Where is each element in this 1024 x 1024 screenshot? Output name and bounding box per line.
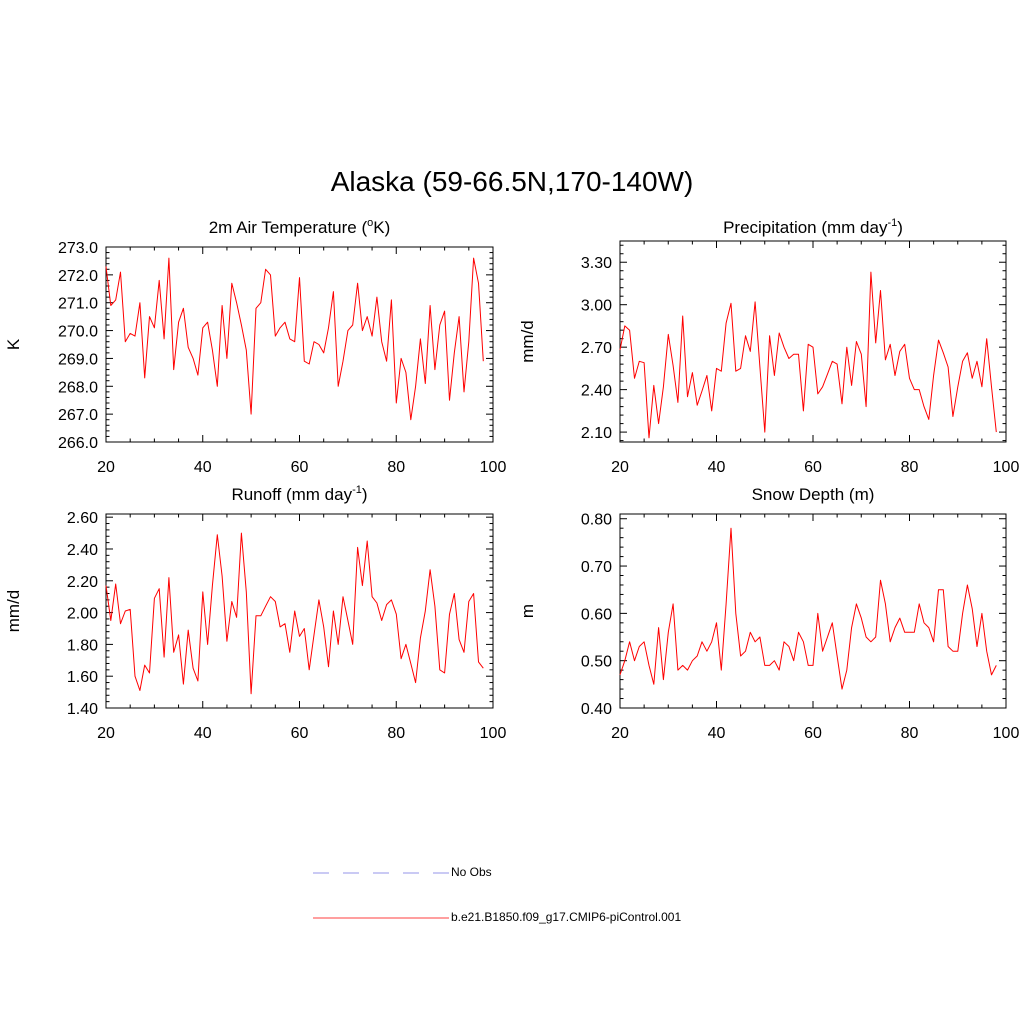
y-tick-label: 2.40 [67, 542, 98, 559]
y-tick-label: 266.0 [58, 435, 98, 452]
x-tick-label: 40 [194, 459, 212, 476]
chart-precipitation: 20 40 60 80 100 2.10 2.40 2.70 3.00 3.30 mm/d Preci… [518, 217, 1019, 476]
subplot-title: Runoff (mm day-1) [231, 484, 367, 504]
y-tick-label: 0.80 [581, 512, 612, 529]
y-tick-label: 270.0 [58, 324, 98, 341]
x-tick-label: 40 [708, 459, 726, 476]
x-tick-label: 60 [291, 459, 309, 476]
x-tick-label: 60 [804, 725, 822, 742]
x-tick-label: 20 [97, 459, 115, 476]
y-tick-label: 272.0 [58, 268, 98, 285]
series-line [619, 527, 997, 690]
series-line [619, 271, 997, 439]
x-tick-label: 60 [804, 459, 822, 476]
x-tick-label: 100 [993, 459, 1020, 476]
x-tick-label: 100 [993, 725, 1020, 742]
chart-runoff: 20 40 60 80 100 1.40 1.60 1.80 2.00 2.20 2.40 2.60 m… [4, 484, 506, 742]
x-tick-label: 100 [480, 725, 507, 742]
x-tick-label: 20 [611, 459, 629, 476]
y-tick-label: 269.0 [58, 351, 98, 368]
y-tick-label: 1.40 [67, 701, 98, 718]
y-axis-label: mm/d [4, 590, 23, 633]
y-tick-label: 2.10 [581, 425, 612, 442]
series-line [105, 257, 484, 421]
y-axis-label: mm/d [518, 320, 537, 363]
y-tick-label: 3.30 [581, 255, 612, 272]
y-tick-label: 2.70 [581, 340, 612, 357]
subplot-title: Precipitation (mm day-1) [723, 217, 903, 237]
legend-label-model: b.e21.B1850.f09_g17.CMIP6-piControl.001 [451, 910, 682, 924]
y-tick-label: 267.0 [58, 407, 98, 424]
y-tick-label: 0.60 [581, 606, 612, 623]
y-tick-label: 0.40 [581, 701, 612, 718]
legend-label-no-obs: No Obs [451, 865, 492, 879]
y-tick-label: 2.60 [67, 510, 98, 527]
x-tick-label: 20 [611, 725, 629, 742]
y-tick-label: 0.50 [581, 654, 612, 671]
y-tick-label: 271.0 [58, 296, 98, 313]
charts-canvas: 20 40 60 80 100 266.0 267.0 268.0 269.0 270.0 271.… [4, 217, 1019, 742]
plot-frame [619, 240, 1007, 443]
y-tick-label: 2.40 [581, 383, 612, 400]
chart-snow-depth: 20 40 60 80 100 0.40 0.50 0.60 0.70 0.80 m Snow Dep… [518, 485, 1019, 742]
chart-2m-air-temperature: 20 40 60 80 100 266.0 267.0 268.0 269.0 270.0 271.… [4, 217, 506, 476]
y-axis-label: m [518, 604, 537, 618]
plot-frame [619, 513, 1007, 709]
y-tick-label: 3.00 [581, 298, 612, 315]
page-title: Alaska (59-66.5N,170-140W) [330, 166, 694, 197]
x-tick-label: 20 [97, 725, 115, 742]
y-tick-label: 268.0 [58, 379, 98, 396]
x-tick-label: 80 [387, 725, 405, 742]
y-tick-label: 273.0 [58, 240, 98, 257]
series-line [105, 532, 484, 695]
x-tick-label: 40 [194, 725, 212, 742]
plot-frame [105, 246, 494, 443]
y-tick-label: 0.70 [581, 559, 612, 576]
x-tick-label: 80 [387, 459, 405, 476]
y-tick-label: 2.00 [67, 606, 98, 623]
y-tick-label: 2.20 [67, 574, 98, 591]
subplot-title: Snow Depth (m) [752, 485, 875, 504]
y-tick-label: 1.60 [67, 669, 98, 686]
x-tick-label: 40 [708, 725, 726, 742]
subplot-title: 2m Air Temperature (oK) [209, 217, 391, 237]
x-tick-label: 60 [291, 725, 309, 742]
x-tick-label: 80 [901, 459, 919, 476]
x-tick-label: 100 [480, 459, 507, 476]
y-tick-label: 1.80 [67, 637, 98, 654]
x-tick-label: 80 [901, 725, 919, 742]
y-axis-label: K [4, 338, 23, 350]
legend [313, 872, 449, 919]
